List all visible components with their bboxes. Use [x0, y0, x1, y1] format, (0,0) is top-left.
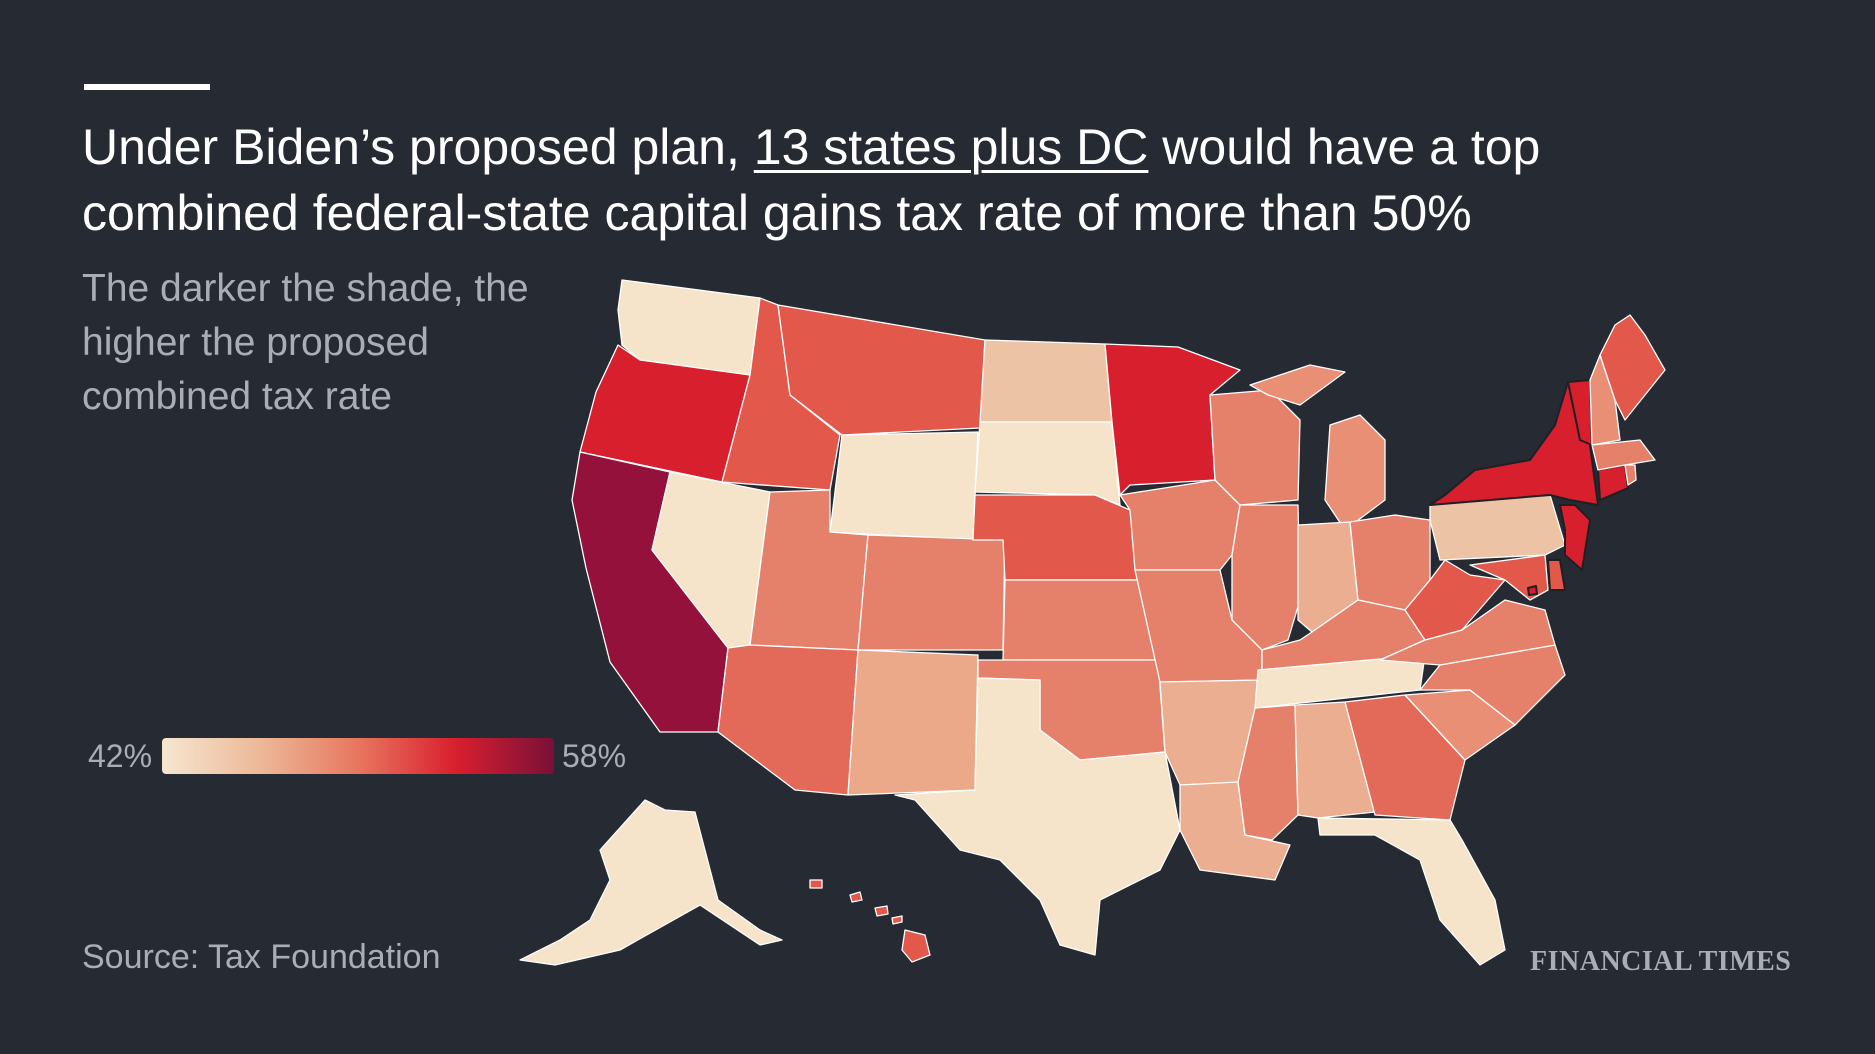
state-WV	[1404, 559, 1506, 641]
state-RI	[1624, 464, 1637, 486]
state-FL	[1317, 817, 1506, 966]
headline: Under Biden’s proposed plan, 13 states p…	[82, 114, 1682, 246]
state-ME	[1599, 314, 1666, 421]
state-MA	[1591, 439, 1656, 471]
state-GA	[1344, 694, 1466, 821]
state-CO	[857, 534, 1006, 651]
state-WI	[1209, 389, 1301, 506]
state-NM	[847, 649, 979, 796]
state-KS	[1002, 579, 1159, 661]
state-DE	[1547, 559, 1566, 591]
state-PA	[1429, 494, 1566, 561]
state-MT	[777, 304, 986, 436]
headline-text-end: would have a top combined federal-state …	[82, 119, 1541, 241]
subtitle: The darker the shade, the higher the pro…	[82, 267, 529, 418]
state-MI	[1324, 414, 1386, 531]
state-MI-upper	[1249, 364, 1346, 406]
state-HI-islands	[809, 879, 903, 925]
legend-color-scale	[162, 738, 554, 774]
state-IL	[1231, 504, 1301, 651]
publisher-logo: FINANCIAL TIMES	[1530, 946, 1792, 977]
accent-bar	[84, 84, 210, 90]
state-TX	[894, 677, 1181, 956]
source-note: Source: Tax Foundation	[82, 938, 441, 976]
state-WY	[829, 431, 979, 541]
state-AL	[1294, 701, 1376, 819]
legend-min-label: 42%	[88, 738, 153, 774]
headline-highlight: 13 states plus DC	[753, 119, 1149, 175]
state-IA	[1119, 479, 1241, 571]
legend-max-label: 58%	[562, 738, 627, 774]
state-AK	[519, 799, 783, 966]
state-CT	[1597, 464, 1629, 501]
state-SD	[974, 421, 1121, 506]
state-DC	[1527, 585, 1538, 596]
state-AZ	[717, 644, 859, 796]
headline-text-start: Under Biden’s proposed plan,	[82, 119, 754, 175]
state-NJ	[1559, 504, 1591, 571]
state-NH	[1589, 354, 1621, 446]
state-ND	[979, 339, 1113, 423]
state-HI-big	[901, 929, 931, 963]
